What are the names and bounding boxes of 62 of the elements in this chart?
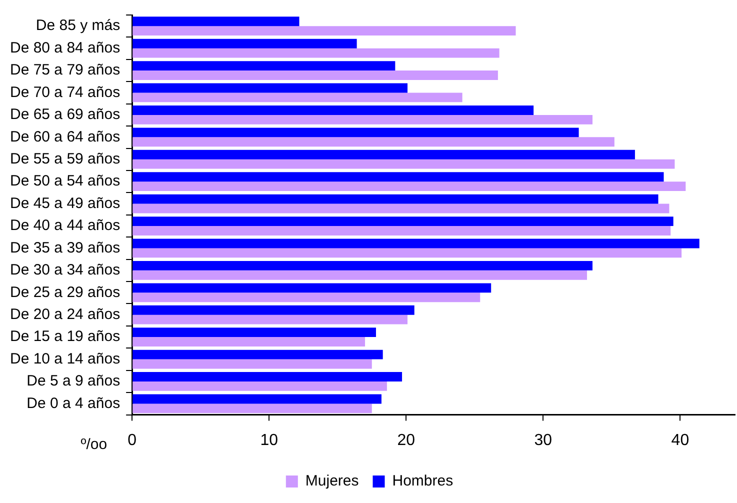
bar bbox=[132, 270, 588, 280]
bar bbox=[132, 204, 670, 214]
bar bbox=[132, 359, 372, 369]
bar bbox=[132, 26, 516, 36]
y-tick-label: De 85 y más bbox=[36, 17, 120, 34]
bar bbox=[132, 159, 675, 169]
y-tick-label: De 10 a 14 años bbox=[10, 350, 120, 368]
x-tick-label: 20 bbox=[397, 432, 416, 449]
bar bbox=[132, 92, 462, 102]
x-tick-label: 30 bbox=[534, 432, 552, 449]
legend-label: Mujeres bbox=[305, 472, 359, 490]
x-tick-label: 10 bbox=[260, 432, 278, 449]
bar bbox=[132, 150, 635, 160]
y-tick-label: De 30 a 34 años bbox=[10, 262, 120, 279]
bar bbox=[132, 394, 382, 404]
bar bbox=[132, 38, 357, 48]
bar bbox=[132, 16, 300, 26]
bar bbox=[132, 226, 671, 236]
bar bbox=[132, 137, 614, 147]
y-tick-label: De 25 a 29 años bbox=[10, 284, 120, 301]
y-tick-label: De 55 a 59 años bbox=[10, 150, 120, 168]
bar bbox=[132, 48, 500, 58]
y-tick-label: De 0 a 4 años bbox=[26, 394, 120, 412]
bar bbox=[132, 372, 402, 382]
bar bbox=[132, 314, 408, 324]
y-tick-label: De 40 a 44 años bbox=[10, 217, 120, 234]
bar bbox=[132, 292, 480, 302]
bar bbox=[132, 238, 700, 248]
bar bbox=[132, 128, 579, 138]
bar bbox=[132, 83, 408, 93]
bar bbox=[132, 216, 674, 226]
y-tick-label: De 35 a 39 años bbox=[10, 239, 120, 256]
bar bbox=[132, 337, 366, 346]
bar bbox=[132, 381, 387, 391]
y-tick-label: De 20 a 24 años bbox=[10, 306, 120, 323]
bar bbox=[132, 61, 396, 71]
y-tick-label: De 60 a 64 años bbox=[10, 128, 120, 146]
bar bbox=[132, 114, 592, 124]
bar bbox=[132, 283, 492, 293]
bar bbox=[132, 350, 383, 360]
bar bbox=[132, 305, 414, 315]
bar bbox=[132, 182, 686, 192]
legend-label: Hombres bbox=[392, 472, 454, 490]
y-tick-label: De 50 a 54 años bbox=[10, 172, 120, 190]
y-tick-label: De 80 a 84 años bbox=[10, 39, 120, 56]
x-axis-title: º/oo bbox=[80, 436, 108, 453]
bar bbox=[132, 172, 664, 182]
bar bbox=[132, 328, 376, 338]
bar bbox=[132, 260, 592, 270]
y-tick-label: De 70 a 74 años bbox=[10, 84, 120, 101]
x-tick-label: 0 bbox=[128, 432, 137, 449]
bar bbox=[132, 404, 372, 414]
y-tick-label: De 75 a 79 años bbox=[10, 62, 120, 79]
x-tick-label: 40 bbox=[671, 432, 690, 449]
bar bbox=[132, 194, 658, 204]
bar bbox=[132, 70, 498, 80]
bar bbox=[132, 248, 682, 258]
y-tick-label: De 45 a 49 años bbox=[10, 194, 120, 212]
y-tick-label: De 5 a 9 años bbox=[26, 372, 120, 390]
y-tick-label: De 65 a 69 años bbox=[10, 106, 120, 124]
y-tick-label: De 15 a 19 años bbox=[10, 328, 120, 346]
bar bbox=[132, 106, 534, 115]
